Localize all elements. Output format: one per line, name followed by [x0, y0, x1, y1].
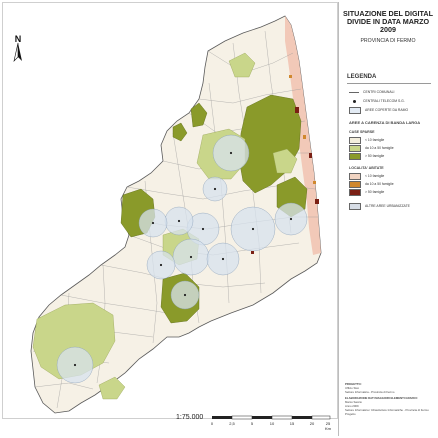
scale-tick: 10 [270, 421, 275, 426]
legend-divider [347, 83, 431, 84]
credits-line: PROGETTO: [345, 382, 362, 386]
page-title: SITUAZIONE DEL DIGITAL DIVIDE IN DATA MA… [343, 9, 433, 34]
legend-heading: LEGENDA [347, 74, 377, 80]
scale-tick: 5 [251, 421, 254, 426]
scale-tick: 0 [211, 421, 214, 426]
legend-item-label: da 10 a 50 famiglie [365, 146, 394, 150]
legend-item: da 10 a 50 famiglie [349, 144, 394, 152]
credits-line: Marco Saccio [345, 400, 362, 404]
legend-item: > 50 famiglie [349, 188, 384, 196]
credits-line: Anno 2009 [345, 404, 359, 408]
legend-item: < 10 famiglie [349, 172, 384, 180]
credits-block: PROGETTO: Ufficio Stat. Settore Informat… [345, 382, 433, 416]
legend-item-label: < 10 famiglie [365, 174, 385, 178]
legend-item-label: > 50 famiglie [365, 154, 385, 158]
localita-high-areas [251, 107, 319, 254]
legend-swatch [349, 172, 361, 180]
scale-ratio: 1:75.000 [176, 414, 204, 421]
legend-swatch [349, 144, 361, 152]
legend-item-label: da 10 a 50 famiglie [365, 182, 394, 186]
boundary-line-icon [349, 91, 359, 93]
legend-item: da 10 a 50 famiglie [349, 180, 394, 188]
credits-line: Ufficio Stat. [345, 386, 360, 390]
scale-unit: Km [325, 426, 332, 430]
case-sparse-title: CASE SPARSE [349, 130, 375, 134]
legend-panel: SITUAZIONE DEL DIGITAL DIVIDE IN DATA MA… [338, 2, 437, 436]
telecom-dot-icon [349, 99, 359, 103]
legend-item: AREE COPERTE DA RAMO [349, 106, 408, 114]
legend-swatch [349, 152, 361, 160]
map-frame: N [2, 2, 338, 419]
legend-item-label: < 10 famiglie [365, 138, 385, 142]
legend-section-title: AREE A CARENZA DI BANDA LARGA [349, 120, 421, 125]
legend-item: ALTRE AREE URBANIZZATE [349, 202, 410, 210]
legend-item-label: AREE COPERTE DA RAMO [365, 108, 409, 112]
province-map [30, 15, 322, 414]
legend-item: CENTRI COMUNALI [349, 88, 394, 96]
scale-bar: 0 2,5 5 10 15 20 25 Km [211, 415, 332, 430]
legend-item: > 50 famiglie [349, 152, 384, 160]
legend-item-label: CENTRALI TELECOM S.G. [363, 99, 405, 103]
credits-line: Settore Informatica - Provincia di Fermo [345, 390, 395, 394]
north-arrow-icon: N [13, 34, 22, 62]
legend-swatch [349, 136, 361, 144]
telecom-exchanges [73, 151, 293, 367]
scale-tick: 25 [326, 421, 331, 426]
legend-swatch [349, 106, 361, 114]
scale-tick: 20 [310, 421, 315, 426]
legend-item: < 10 famiglie [349, 136, 384, 144]
legend-item: CENTRALI TELECOM S.G. [349, 97, 405, 105]
legend-swatch [349, 188, 361, 196]
scale-tick: 15 [290, 421, 295, 426]
legend-swatch [349, 202, 361, 210]
legend-item-label: > 50 famiglie [365, 190, 385, 194]
legend-item-label: CENTRI COMUNALI [363, 90, 395, 94]
north-label: N [15, 34, 22, 44]
legend-swatch [349, 180, 361, 188]
page-subtitle: PROVINCIA DI FERMO [360, 38, 416, 44]
credits-line: ELABORAZIONE DATI MAGGIORI ELEMENTI GRAF… [345, 396, 418, 400]
legend-item-label: ALTRE AREE URBANIZZATE [365, 204, 410, 208]
credits-line: Settore Informatica / Infrastrutture Inf… [345, 408, 429, 416]
localita-title: LOCALITA' ABITATE [349, 166, 384, 170]
scale-tick: 2,5 [229, 421, 235, 426]
localita-mid-areas [289, 75, 316, 184]
